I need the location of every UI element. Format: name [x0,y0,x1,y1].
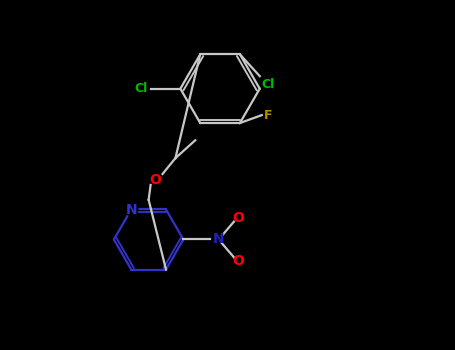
Text: Cl: Cl [134,82,147,95]
Text: Cl: Cl [262,78,275,91]
Text: O: O [150,173,162,187]
Text: F: F [264,108,272,121]
Text: O: O [232,211,244,225]
Text: O: O [232,254,244,268]
Text: N: N [212,232,224,246]
Text: N: N [126,203,137,217]
